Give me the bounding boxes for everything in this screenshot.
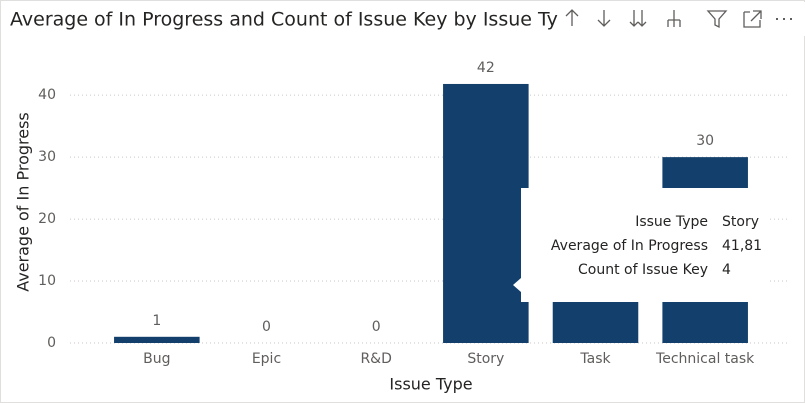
x-axis-title: Issue Type [389, 375, 472, 394]
icon-up[interactable] [565, 9, 579, 26]
data-label: 0 [372, 319, 381, 335]
icon-bg [558, 2, 805, 36]
y-tick-label: 40 [38, 87, 56, 103]
x-tick-label: Story [467, 351, 504, 367]
icon-expand[interactable] [667, 10, 681, 27]
y-tick-label: 0 [47, 335, 56, 351]
header-icons[interactable] [558, 2, 805, 36]
tooltip-label: Average of In Progress [551, 238, 708, 254]
chart-title: Average of In Progress and Count of Issu… [10, 9, 582, 31]
tooltip-value: Story [722, 214, 759, 230]
x-tick-label: R&D [360, 351, 391, 367]
tooltip-label: Issue Type [635, 214, 708, 230]
x-tick-label: Epic [252, 351, 281, 367]
y-tick-label: 10 [38, 273, 56, 289]
tooltip-value: 4 [722, 262, 731, 278]
bar [443, 83, 529, 344]
tooltip-label: Count of Issue Key [578, 262, 708, 278]
tooltip-value: 41,81 [722, 238, 762, 254]
icon-down[interactable] [597, 10, 611, 27]
x-tick-label: Technical task [655, 351, 755, 367]
data-label: 0 [262, 319, 271, 335]
data-label: 30 [696, 133, 714, 149]
y-axis-title: Average of In Progress [14, 112, 33, 292]
y-tick-label: 20 [38, 211, 56, 227]
tooltip-box [513, 188, 770, 302]
x-tick-label: Task [579, 351, 611, 367]
data-label: 1 [152, 313, 161, 329]
y-tick-label: 30 [38, 149, 56, 165]
icon-drill[interactable] [629, 10, 647, 27]
icon-focus[interactable] [743, 10, 762, 28]
icon-filter[interactable] [706, 10, 728, 29]
data-label: 42 [477, 60, 495, 76]
bar [114, 336, 200, 343]
x-tick-label: Bug [143, 351, 170, 367]
